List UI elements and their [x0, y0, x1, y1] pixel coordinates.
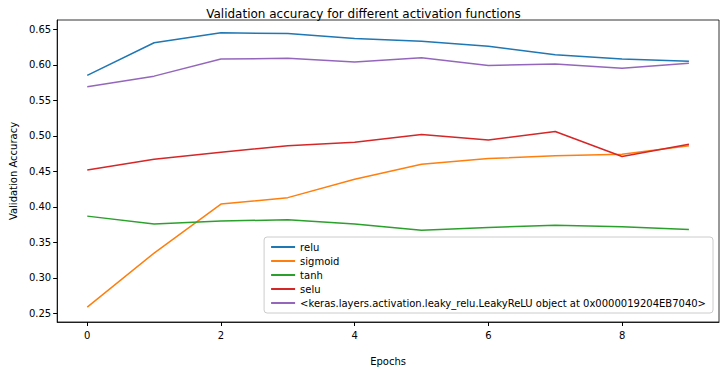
svg-text:0.45: 0.45 — [29, 166, 51, 177]
svg-text:0.25: 0.25 — [29, 308, 51, 319]
svg-text:0.40: 0.40 — [29, 201, 51, 212]
svg-text:6: 6 — [485, 330, 491, 341]
svg-text:Validation Accuracy: Validation Accuracy — [8, 122, 19, 220]
svg-text:0: 0 — [84, 330, 90, 341]
svg-text:0.35: 0.35 — [29, 237, 51, 248]
svg-text:4: 4 — [351, 330, 357, 341]
svg-text:0.55: 0.55 — [29, 95, 51, 106]
svg-text:2: 2 — [218, 330, 224, 341]
svg-text:Epochs: Epochs — [370, 356, 406, 367]
svg-text:0.50: 0.50 — [29, 130, 51, 141]
svg-text:0.60: 0.60 — [29, 59, 51, 70]
svg-text:0.65: 0.65 — [29, 24, 51, 35]
svg-text:selu: selu — [300, 284, 320, 295]
svg-text:<keras.layers.activation.leaky: <keras.layers.activation.leaky_relu.Leak… — [300, 298, 706, 310]
svg-text:0.30: 0.30 — [29, 272, 51, 283]
svg-text:sigmoid: sigmoid — [300, 256, 339, 267]
svg-text:relu: relu — [300, 242, 319, 253]
svg-text:8: 8 — [619, 330, 625, 341]
svg-text:Validation accuracy for differ: Validation accuracy for different activa… — [206, 7, 521, 21]
svg-text:tanh: tanh — [300, 270, 323, 281]
